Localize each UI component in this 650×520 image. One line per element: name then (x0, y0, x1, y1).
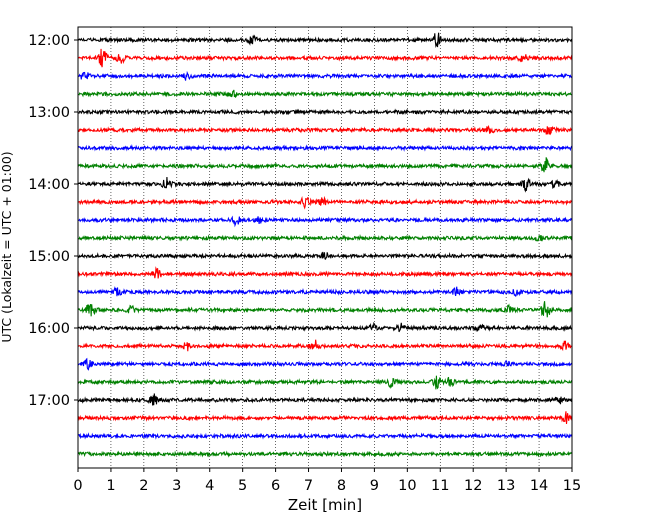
plot-frame (77, 26, 573, 469)
trace-line (77, 432, 573, 440)
y-tick-label: 13:00 (28, 105, 70, 121)
y-tick-label: 16:00 (28, 321, 70, 337)
y-tick-label: 15:00 (28, 249, 70, 265)
y-axis-label: UTC (Lokalzeit = UTC + 01:00) (0, 151, 14, 342)
trace-line (77, 70, 573, 81)
x-tick-label: 6 (271, 478, 280, 494)
x-tick-label: 0 (73, 478, 82, 494)
trace-line (77, 108, 573, 116)
x-tick-label: 1 (106, 478, 115, 494)
x-axis: 0 1 2 3 4 5 6 7 8 9 10 11 12 13 14 15 (73, 468, 581, 494)
trace-line (77, 251, 573, 260)
trace-group (77, 32, 573, 458)
trace-line (77, 177, 573, 193)
plot-area (78, 27, 572, 468)
x-tick-label: 4 (205, 478, 214, 494)
trace-line (77, 144, 573, 152)
trace-line (77, 339, 573, 352)
x-tick-label: 5 (238, 478, 247, 494)
x-tick-label: 8 (337, 478, 346, 494)
x-tick-label: 15 (563, 478, 581, 494)
y-axis: 12:00 13:00 14:00 15:00 16:00 17:00 (28, 33, 78, 409)
x-tick-label: 13 (497, 478, 515, 494)
trace-line (77, 48, 573, 68)
x-tick-label: 9 (370, 478, 379, 494)
y-tick-label: 17:00 (28, 393, 70, 409)
y-tick-label: 12:00 (28, 33, 70, 49)
trace-line (77, 157, 573, 173)
x-tick-label: 11 (431, 478, 449, 494)
trace-line (77, 286, 573, 297)
trace-line (77, 32, 573, 49)
trace-line (77, 411, 573, 425)
trace-line (77, 375, 573, 390)
trace-line (77, 450, 573, 458)
trace-line (77, 195, 573, 210)
trace-line (77, 301, 573, 318)
x-tick-label: 3 (172, 478, 181, 494)
x-tick-label: 2 (139, 478, 148, 494)
x-axis-label: Zeit [min] (288, 496, 362, 514)
trace-line (77, 233, 573, 242)
x-tick-label: 10 (398, 478, 416, 494)
trace-line (77, 357, 573, 371)
trace-line (77, 266, 573, 279)
x-tick-label: 12 (464, 478, 482, 494)
trace-line (77, 393, 573, 406)
x-tick-label: 7 (304, 478, 313, 494)
y-tick-label: 14:00 (28, 177, 70, 193)
x-tick-label: 14 (530, 478, 548, 494)
trace-line (77, 321, 573, 333)
trace-line (77, 124, 573, 136)
trace-line (77, 215, 573, 228)
trace-line (77, 89, 573, 99)
